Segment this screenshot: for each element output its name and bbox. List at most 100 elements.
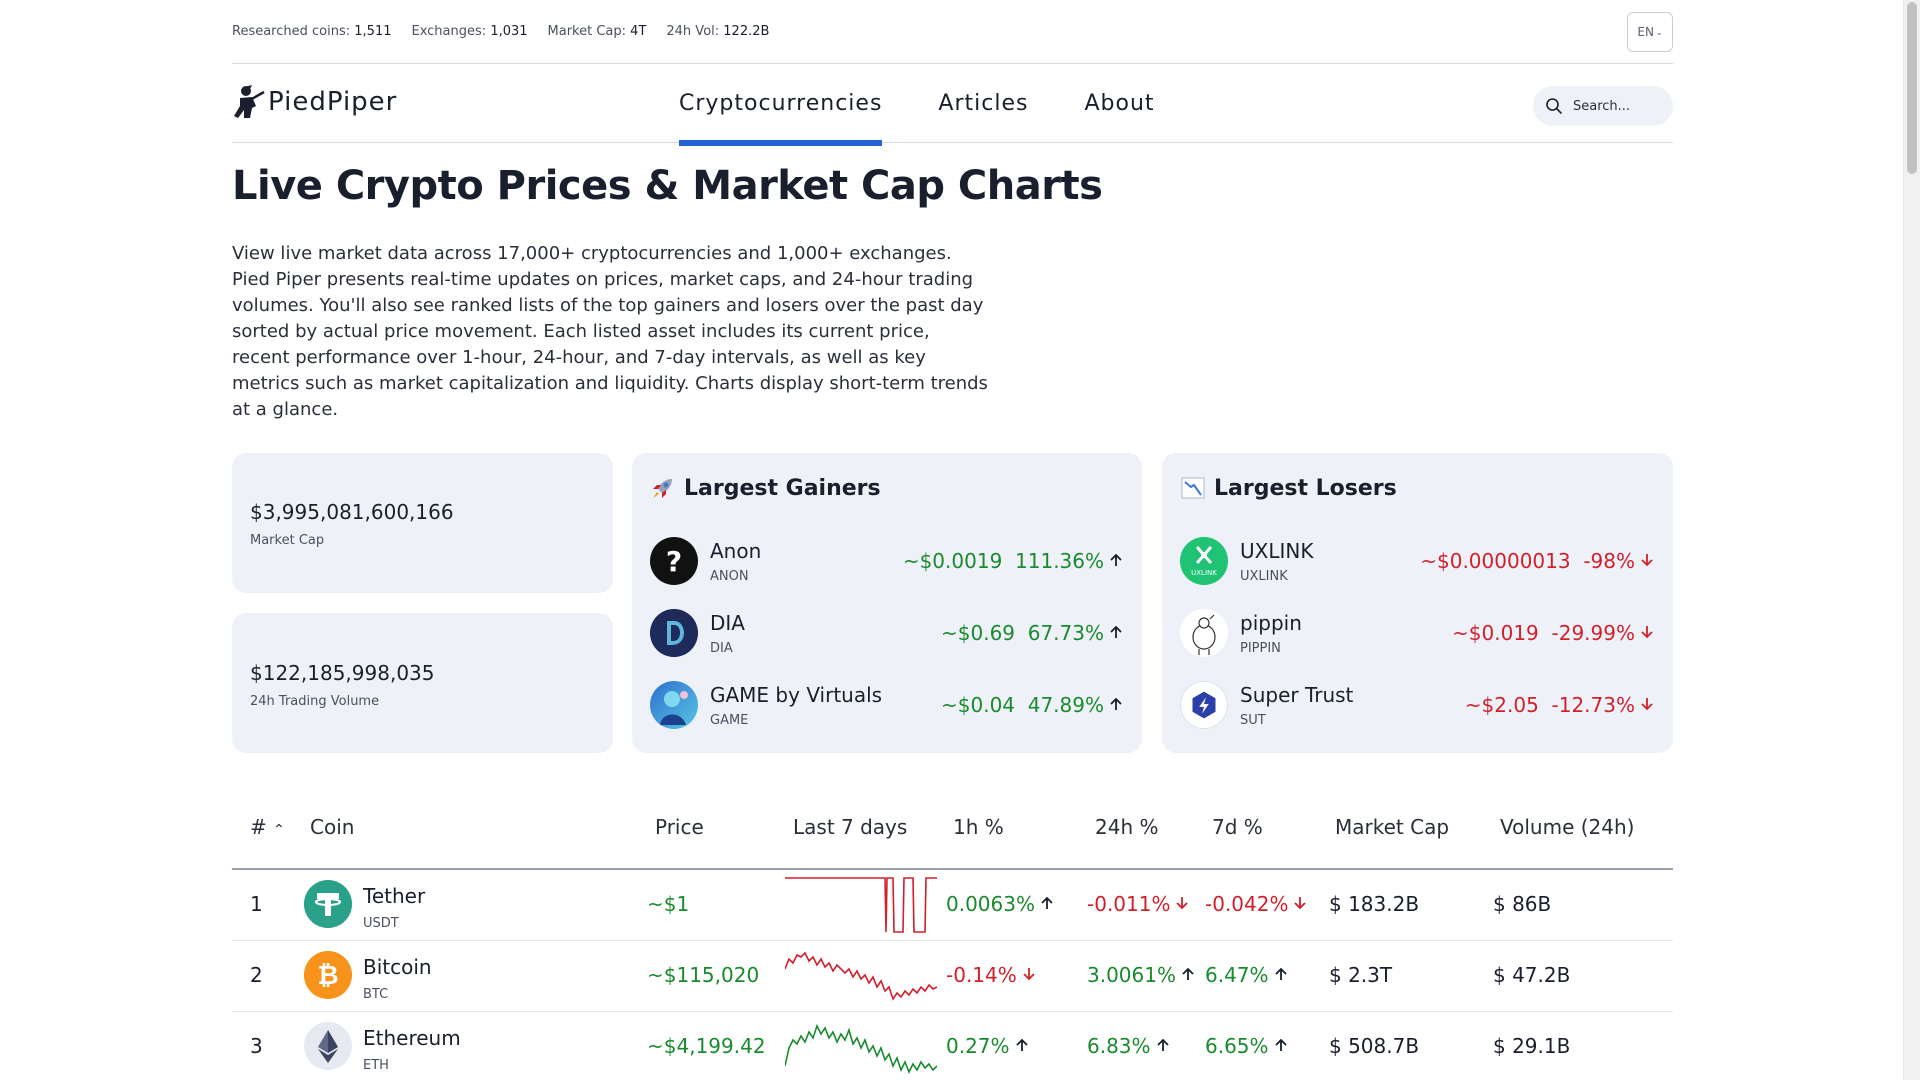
arrow-up-icon xyxy=(1041,896,1053,909)
search-input[interactable] xyxy=(1573,98,1663,114)
row-rank: 1 xyxy=(250,892,263,916)
trading-volume-value: $122,185,998,035 xyxy=(250,661,435,685)
chart-down-icon xyxy=(1181,477,1205,499)
gainers-heading: Largest Gainers xyxy=(650,475,881,501)
row-1h-change: 0.0063% xyxy=(946,892,1055,916)
scrollbar-thumb[interactable] xyxy=(1907,2,1917,174)
row-24h-change: -0.011% xyxy=(1087,892,1190,916)
gainers-title: Largest Gainers xyxy=(684,475,881,501)
loser-row[interactable]: Super Trust SUT ~$2.05 -12.73% xyxy=(1180,680,1655,730)
coin-symbol: BTC xyxy=(363,987,389,1002)
row-market-cap: $ 508.7B xyxy=(1329,1034,1420,1058)
page-container: Researched coins: 1,511 Exchanges: 1,031… xyxy=(232,0,1673,1074)
super-trust-coin-icon xyxy=(1180,681,1228,729)
arrow-down-icon xyxy=(1294,897,1307,910)
coin-symbol: DIA xyxy=(710,640,733,656)
language-selector[interactable]: EN ⌄ xyxy=(1627,12,1673,52)
sparkline-7d xyxy=(785,1023,937,1074)
pippin-coin-icon xyxy=(1180,609,1228,657)
column-market-cap[interactable]: Market Cap xyxy=(1335,815,1450,839)
loser-row[interactable]: pippin PIPPIN ~$0.019 -29.99% xyxy=(1180,608,1655,658)
losers-title: Largest Losers xyxy=(1214,475,1397,501)
page-intro: View live market data across 17,000+ cry… xyxy=(232,243,988,420)
market-cap-card: $3,995,081,600,166 Market Cap xyxy=(232,453,613,593)
coins-table: # ⌃ Coin Price Last 7 days 1h % 24h % 7d… xyxy=(232,795,1673,1080)
bitcoin-coin-icon: ₿ xyxy=(304,951,352,999)
column-1h[interactable]: 1h % xyxy=(953,815,1004,839)
coin-name: DIA xyxy=(710,610,745,635)
row-volume: $ 86B xyxy=(1493,892,1552,916)
page-scrollbar[interactable] xyxy=(1903,0,1920,1080)
market-cap-label: Market Cap xyxy=(250,533,325,548)
gainer-row[interactable]: DIA DIA ~$0.69 67.73% xyxy=(650,608,1124,658)
row-7d-change: -0.042% xyxy=(1205,892,1308,916)
gainer-row[interactable]: GAME by Virtuals GAME ~$0.04 47.89% xyxy=(650,680,1124,730)
coin-symbol: PIPPIN xyxy=(1240,640,1281,656)
row-1h-change: -0.14% xyxy=(946,963,1037,987)
nav-articles[interactable]: Articles xyxy=(938,91,1029,116)
sparkline-7d xyxy=(785,877,937,933)
column-7d[interactable]: 7d % xyxy=(1212,815,1263,839)
coin-price-change: ~$2.05 -12.73% xyxy=(1465,693,1655,717)
losers-heading: Largest Losers xyxy=(1180,475,1397,501)
primary-menu: Cryptocurrencies Articles About xyxy=(679,64,1211,146)
arrow-up-icon xyxy=(1156,1038,1169,1051)
largest-gainers-card: Largest Gainers ? Anon ANON ~$0.0019 111.… xyxy=(632,453,1142,753)
stat-market-cap: Market Cap: 4T xyxy=(547,24,647,39)
arrow-up-icon xyxy=(1274,967,1287,980)
table-row[interactable]: 3 Ethereum ETH ~$4,199.42 0.27% 6.83% 6.… xyxy=(232,1012,1673,1080)
arrow-down-icon xyxy=(1641,698,1653,711)
row-7d-change: 6.65% xyxy=(1205,1034,1289,1058)
uxlink-coin-icon: UXLINK xyxy=(1180,537,1228,585)
stat-24h-volume: 24h Vol: 122.2B xyxy=(666,24,770,39)
chevron-up-icon: ⌃ xyxy=(273,822,285,838)
arrow-up-icon xyxy=(1110,553,1122,566)
row-7d-change: 6.47% xyxy=(1205,963,1289,987)
loser-row[interactable]: UXLINK UXLINK UXLINK ~$0.00000013 -98% xyxy=(1180,536,1655,586)
coin-symbol: USDT xyxy=(363,916,399,931)
brand-name: PiedPiper xyxy=(268,87,398,117)
arrow-down-icon xyxy=(1641,554,1653,567)
market-stats-bar: Researched coins: 1,511 Exchanges: 1,031… xyxy=(232,0,1673,64)
coin-price-change: ~$0.00000013 -98% xyxy=(1420,549,1655,573)
row-market-cap: $ 2.3T xyxy=(1329,963,1393,987)
arrow-down-icon xyxy=(1176,897,1189,910)
arrow-up-icon xyxy=(1274,1038,1287,1051)
column-24h[interactable]: 24h % xyxy=(1095,815,1159,839)
search-icon xyxy=(1546,98,1562,114)
rocket-icon xyxy=(653,479,672,498)
row-rank: 2 xyxy=(250,963,263,987)
coin-price-change: ~$0.0019 111.36% xyxy=(903,549,1124,573)
main-nav: PiedPiper Cryptocurrencies Articles Abou… xyxy=(232,64,1673,146)
table-row[interactable]: 2 ₿ Bitcoin BTC ~$115,020 -0.14% 3.0061%… xyxy=(232,941,1673,1012)
row-1h-change: 0.27% xyxy=(946,1034,1030,1058)
piper-logo-icon xyxy=(234,85,265,118)
nav-about[interactable]: About xyxy=(1084,91,1155,116)
gainer-row[interactable]: ? Anon ANON ~$0.0019 111.36% xyxy=(650,536,1124,586)
coin-name: pippin xyxy=(1240,610,1302,635)
dia-coin-icon xyxy=(650,609,698,657)
coin-name: Bitcoin xyxy=(363,955,432,979)
column-price[interactable]: Price xyxy=(655,815,704,839)
game-coin-icon xyxy=(650,681,698,729)
column-coin[interactable]: Coin xyxy=(310,815,355,839)
stat-researched-coins: Researched coins: 1,511 xyxy=(232,24,392,39)
tether-coin-icon xyxy=(304,880,352,928)
arrow-up-icon xyxy=(1015,1038,1028,1051)
coin-name: Tether xyxy=(363,884,426,908)
row-volume: $ 47.2B xyxy=(1493,963,1571,987)
coin-symbol: SUT xyxy=(1240,712,1266,728)
column-volume[interactable]: Volume (24h) xyxy=(1500,815,1635,839)
arrow-down-icon xyxy=(1641,626,1653,639)
market-cap-value: $3,995,081,600,166 xyxy=(250,500,454,524)
brand-logo[interactable]: PiedPiper xyxy=(232,84,397,120)
chevron-down-icon: ⌄ xyxy=(1655,27,1663,37)
coin-price-change: ~$0.04 47.89% xyxy=(941,693,1124,717)
nav-cryptocurrencies[interactable]: Cryptocurrencies xyxy=(679,64,883,146)
search-box[interactable] xyxy=(1533,86,1673,126)
table-row[interactable]: 1 Tether USDT ~$1 0.0063% -0.011% -0.042… xyxy=(232,870,1673,941)
column-rank[interactable]: # ⌃ xyxy=(250,815,285,839)
arrow-up-icon xyxy=(1182,967,1194,980)
coin-symbol: ETH xyxy=(363,1058,389,1073)
column-last-7-days: Last 7 days xyxy=(793,815,908,839)
